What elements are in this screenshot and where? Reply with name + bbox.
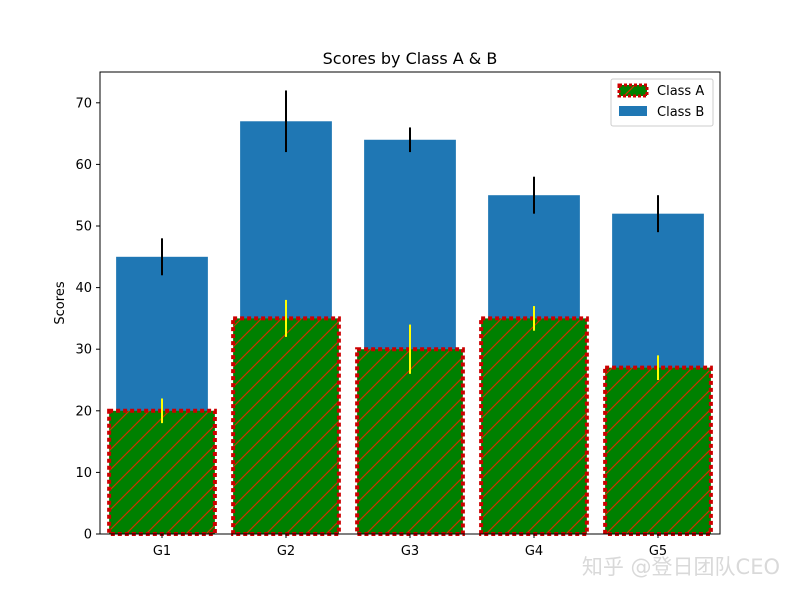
y-tick-label: 20 [75,404,92,419]
legend-label-class-a: Class A [657,84,704,99]
x-tick-label: G3 [401,544,419,559]
bar-class-a-g5 [603,365,713,536]
error-bars [161,90,659,424]
y-tick-label: 50 [75,220,92,235]
x-tick-label: G5 [649,544,667,559]
legend-label-class-b: Class B [657,105,704,120]
y-tick-label: 30 [75,343,92,358]
y-tick-label: 0 [84,528,92,543]
y-tick-label: 10 [75,466,92,481]
legend-swatch-class-b [619,106,647,116]
y-tick-label: 70 [75,96,92,111]
y-axis: 0 10 20 30 40 50 60 70 [75,96,100,543]
x-tick-label: G2 [277,544,295,559]
bar-class-a-g2 [231,316,341,536]
legend-swatch-class-a [617,83,649,98]
chart-title: Scores by Class A & B [323,49,498,68]
watermark-text: 知乎 @登日团队CEO [582,555,780,579]
x-tick-label: G4 [525,544,543,559]
y-tick-label: 60 [75,158,92,173]
bar-class-a-g1 [107,408,217,536]
x-tick-label: G1 [153,544,171,559]
bar-class-a-g3 [355,347,465,537]
y-tick-label: 40 [75,281,92,296]
bar-class-a-g4 [479,316,589,536]
legend: Class A Class B [610,78,714,127]
y-axis-label: Scores [53,281,68,324]
x-axis: G1 G2 G3 G4 G5 [153,534,667,559]
